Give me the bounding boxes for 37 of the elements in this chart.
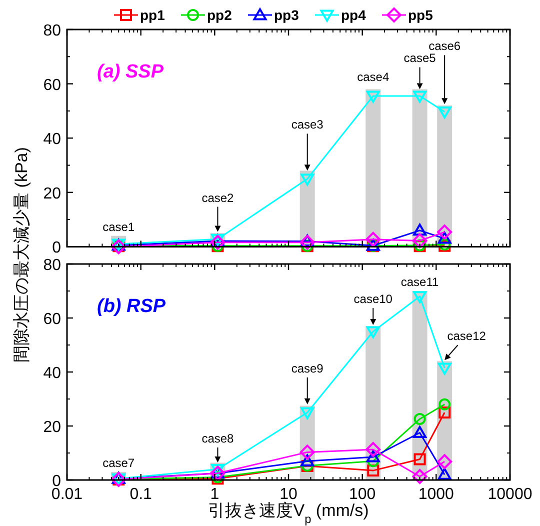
annotation: case12 [447, 329, 486, 344]
legend-label: pp5 [408, 7, 434, 23]
y-tick-label: 20 [43, 185, 62, 202]
x-tick-label: 10000 [488, 486, 532, 503]
annotation: case9 [291, 361, 324, 376]
legend-label: pp4 [341, 7, 366, 23]
legend-label: pp3 [274, 7, 300, 23]
annotation: case8 [202, 431, 234, 446]
annotation: case3 [291, 118, 324, 132]
y-axis-title: 間隙水圧の最大減少量 (kPa) [12, 147, 31, 362]
text: (a) SSP [97, 62, 164, 82]
x-tick-label: 0.1 [130, 486, 152, 503]
annotation: case2 [202, 190, 234, 205]
y-tick-label: 20 [43, 419, 62, 436]
x-tick-label: 1 [210, 486, 220, 503]
x-tick-label: 0.01 [51, 486, 83, 503]
annotation: case4 [357, 70, 390, 84]
x-tick-label: 100 [348, 486, 376, 503]
y-tick-label: 80 [43, 257, 62, 274]
y-tick-label: 60 [43, 311, 62, 328]
x-axis-title: 引抜き速度V$_{p}$ (mm/s) [208, 501, 369, 526]
annotation: case10 [354, 292, 393, 306]
y-tick-label: 40 [43, 131, 62, 148]
y-tick-label: 60 [43, 76, 62, 94]
annotation: case11 [400, 275, 440, 289]
y-tick-label: 80 [43, 22, 62, 40]
x-tick-label: 10 [280, 486, 298, 503]
annotation: case6 [428, 39, 461, 54]
y-tick-label: 0 [52, 240, 62, 257]
annotation: case1 [102, 220, 135, 234]
text: (b) RSP [97, 296, 166, 317]
legend-label: pp1 [140, 7, 166, 23]
annotation: case5 [404, 51, 436, 66]
y-tick-label: 40 [43, 365, 62, 382]
annotation: case7 [102, 456, 135, 470]
legend-label: pp2 [207, 7, 232, 23]
x-tick-label: 1000 [418, 486, 454, 503]
